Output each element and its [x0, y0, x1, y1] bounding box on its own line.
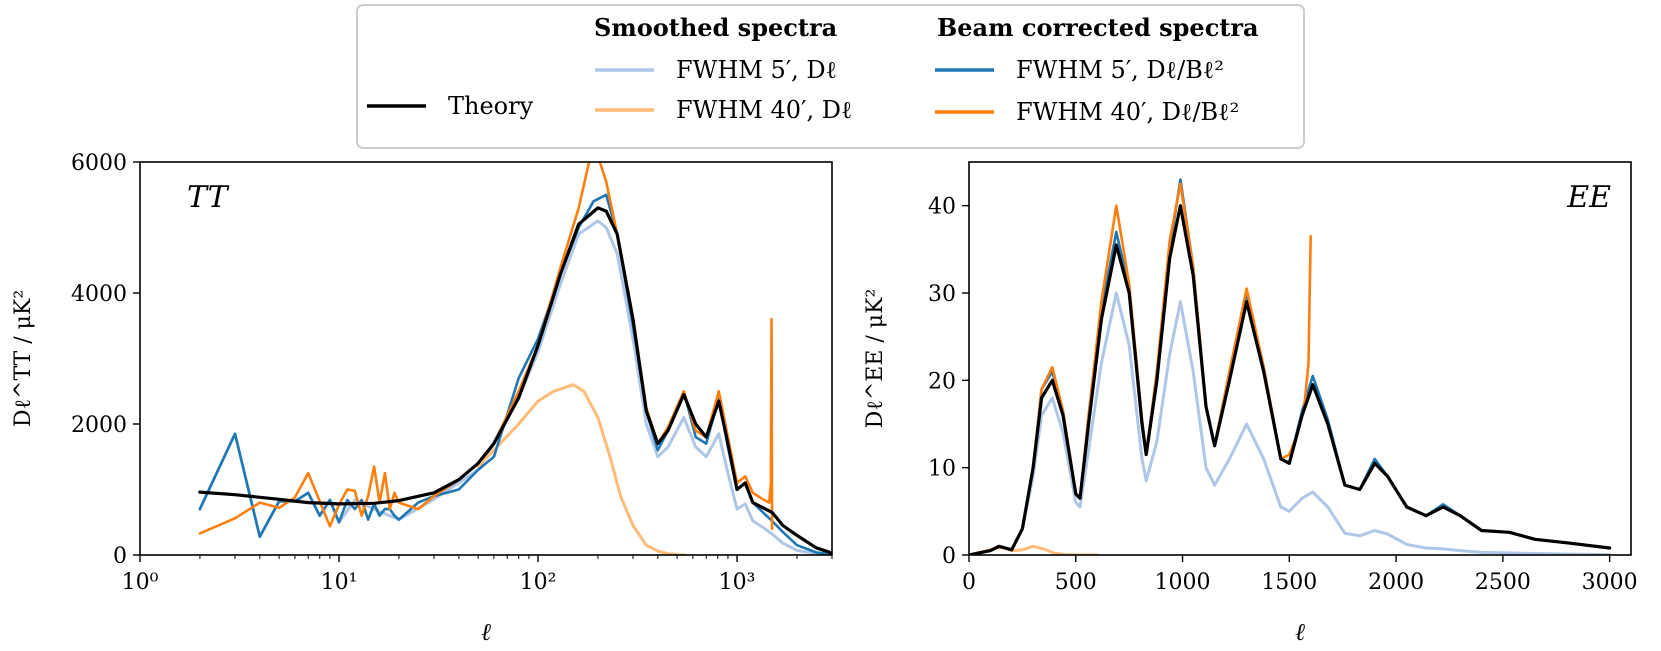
tt-xtick-label: 10³	[719, 570, 756, 595]
legend-beam-5-label: FWHM 5′, Dℓ/Bℓ²	[1016, 56, 1224, 84]
legend-group1-title: Smoothed spectra	[594, 13, 837, 42]
ee-ytick-label: 10	[928, 457, 956, 482]
tt-ytick-label: 4000	[71, 282, 127, 307]
ee-xtick-label: 2500	[1475, 570, 1531, 595]
ee-xtick-label: 0	[962, 570, 976, 595]
ee-ytick-label: 30	[928, 282, 956, 307]
legend-theory-label: Theory	[448, 92, 534, 120]
ee-series-theory	[969, 204, 1612, 555]
tt-xtick-label: 10²	[520, 570, 557, 595]
tt-series-group	[198, 162, 832, 555]
ee-yaxis-label: Dℓ^EE / μK²	[863, 289, 888, 429]
ee-xtick-label: 3000	[1582, 570, 1638, 595]
ee-series-smoothed-5	[969, 291, 1612, 555]
legend: Smoothed spectra Beam corrected spectra …	[356, 4, 1305, 149]
tt-series-beam-40	[198, 162, 774, 535]
ee-xaxis-label: ℓ	[1295, 618, 1305, 646]
tt-ytick-label: 6000	[71, 151, 127, 176]
tt-ytick-label: 2000	[71, 413, 127, 438]
tt-panel: 10⁰ 10¹ 10² 10³ 0 2000 4000 6000 ℓ Dℓ^TT / μK² TT	[11, 151, 833, 646]
ee-axes-frame	[968, 161, 1632, 556]
legend-smoothed-5-label: FWHM 5′, Dℓ	[676, 56, 837, 84]
tt-series-theory	[198, 206, 832, 555]
legend-group2-title: Beam corrected spectra	[937, 13, 1259, 42]
ee-xtick-label: 500	[1055, 570, 1097, 595]
ee-xtick-label: 2000	[1368, 570, 1424, 595]
ee-series-beam-40	[969, 182, 1312, 555]
legend-smoothed-40-label: FWHM 40′, Dℓ	[676, 96, 852, 124]
ee-xtick-label: 1500	[1261, 570, 1317, 595]
tt-ytick-label: 0	[113, 544, 127, 569]
ee-series-group	[969, 178, 1612, 555]
ee-ytick-label: 20	[928, 369, 956, 394]
tt-yaxis-label: Dℓ^TT / μK²	[11, 290, 36, 427]
ee-panel: 0 500 1000 1500 2000 2500 3000 0 10 20 30 40 ℓ Dℓ^EE …	[863, 161, 1638, 646]
ee-series-beam-5	[969, 178, 1611, 555]
ee-xtick-label: 1000	[1155, 570, 1211, 595]
tt-xtick-label: 10⁰	[122, 570, 159, 595]
tt-xtick-label: 10¹	[321, 570, 358, 595]
legend-frame	[356, 4, 1305, 149]
ee-ytick-label: 40	[928, 195, 956, 220]
legend-beam-40-label: FWHM 40′, Dℓ/Bℓ²	[1016, 98, 1239, 126]
ee-panel-label: EE	[1566, 180, 1611, 215]
tt-series-smoothed-40	[476, 383, 687, 555]
tt-xaxis-label: ℓ	[481, 618, 491, 646]
tt-axes-frame	[139, 161, 833, 556]
ee-ytick-label: 0	[942, 544, 956, 569]
tt-panel-label: TT	[187, 180, 230, 215]
